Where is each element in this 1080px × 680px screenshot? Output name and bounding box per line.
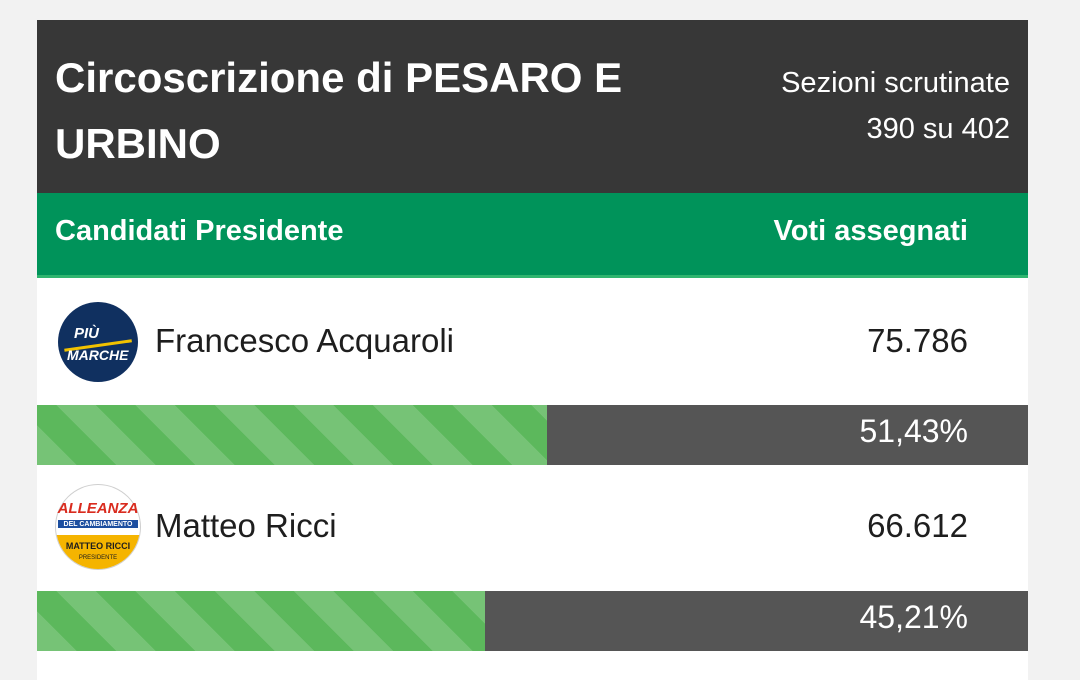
column-votes: Voti assegnati <box>773 215 968 247</box>
sections-counted: Sezioni scrutinate 390 su 402 <box>650 60 1010 152</box>
logo-text-line3: MATTEO RICCI <box>66 541 130 551</box>
candidate-row[interactable]: ALLEANZA DEL CAMBIAMENTO MATTEO RICCI PR… <box>37 465 1028 585</box>
party-logo-piu-marche: PIÙ MARCHE <box>54 298 142 386</box>
column-candidates: Candidati Presidente <box>55 215 344 247</box>
logo-text-line1: ALLEANZA <box>57 500 139 517</box>
results-card: Circoscrizione di PESARO E URBINO Sezion… <box>37 20 1028 680</box>
column-header: Candidati Presidente Voti assegnati <box>37 193 1028 278</box>
candidate-votes: 66.612 <box>867 507 968 544</box>
logo-text-line1: PIÙ <box>74 324 100 342</box>
vote-share-fill <box>37 591 486 651</box>
vote-share-bar: 51,43% <box>37 405 1028 465</box>
vote-share-percent: 51,43% <box>859 413 968 449</box>
candidate-name: Francesco Acquaroli <box>155 322 454 359</box>
sections-counted-value: 390 su 402 <box>866 113 1010 145</box>
vote-share-bar: 45,21% <box>37 591 1028 651</box>
logo-text-line2: MARCHE <box>67 347 129 363</box>
candidate-votes: 75.786 <box>867 322 968 359</box>
piu-marche-logo-graphic: PIÙ MARCHE <box>55 299 141 385</box>
vote-share-percent: 45,21% <box>859 599 968 635</box>
logo-text-line4: PRESIDENTE <box>79 555 117 561</box>
vote-share-fill <box>37 405 547 465</box>
logo-text-line2: DEL CAMBIAMENTO <box>64 521 134 528</box>
candidate-name: Matteo Ricci <box>155 507 337 544</box>
candidate-row[interactable]: PIÙ MARCHE Francesco Acquaroli 75.786 <box>37 278 1028 398</box>
party-logo-alleanza: ALLEANZA DEL CAMBIAMENTO MATTEO RICCI PR… <box>54 483 142 571</box>
constituency-title: Circoscrizione di PESARO E URBINO <box>55 54 623 167</box>
sections-counted-label: Sezioni scrutinate <box>781 67 1010 99</box>
alleanza-logo-graphic: ALLEANZA DEL CAMBIAMENTO MATTEO RICCI PR… <box>55 484 141 570</box>
constituency-header: Circoscrizione di PESARO E URBINO Sezion… <box>37 20 1028 193</box>
